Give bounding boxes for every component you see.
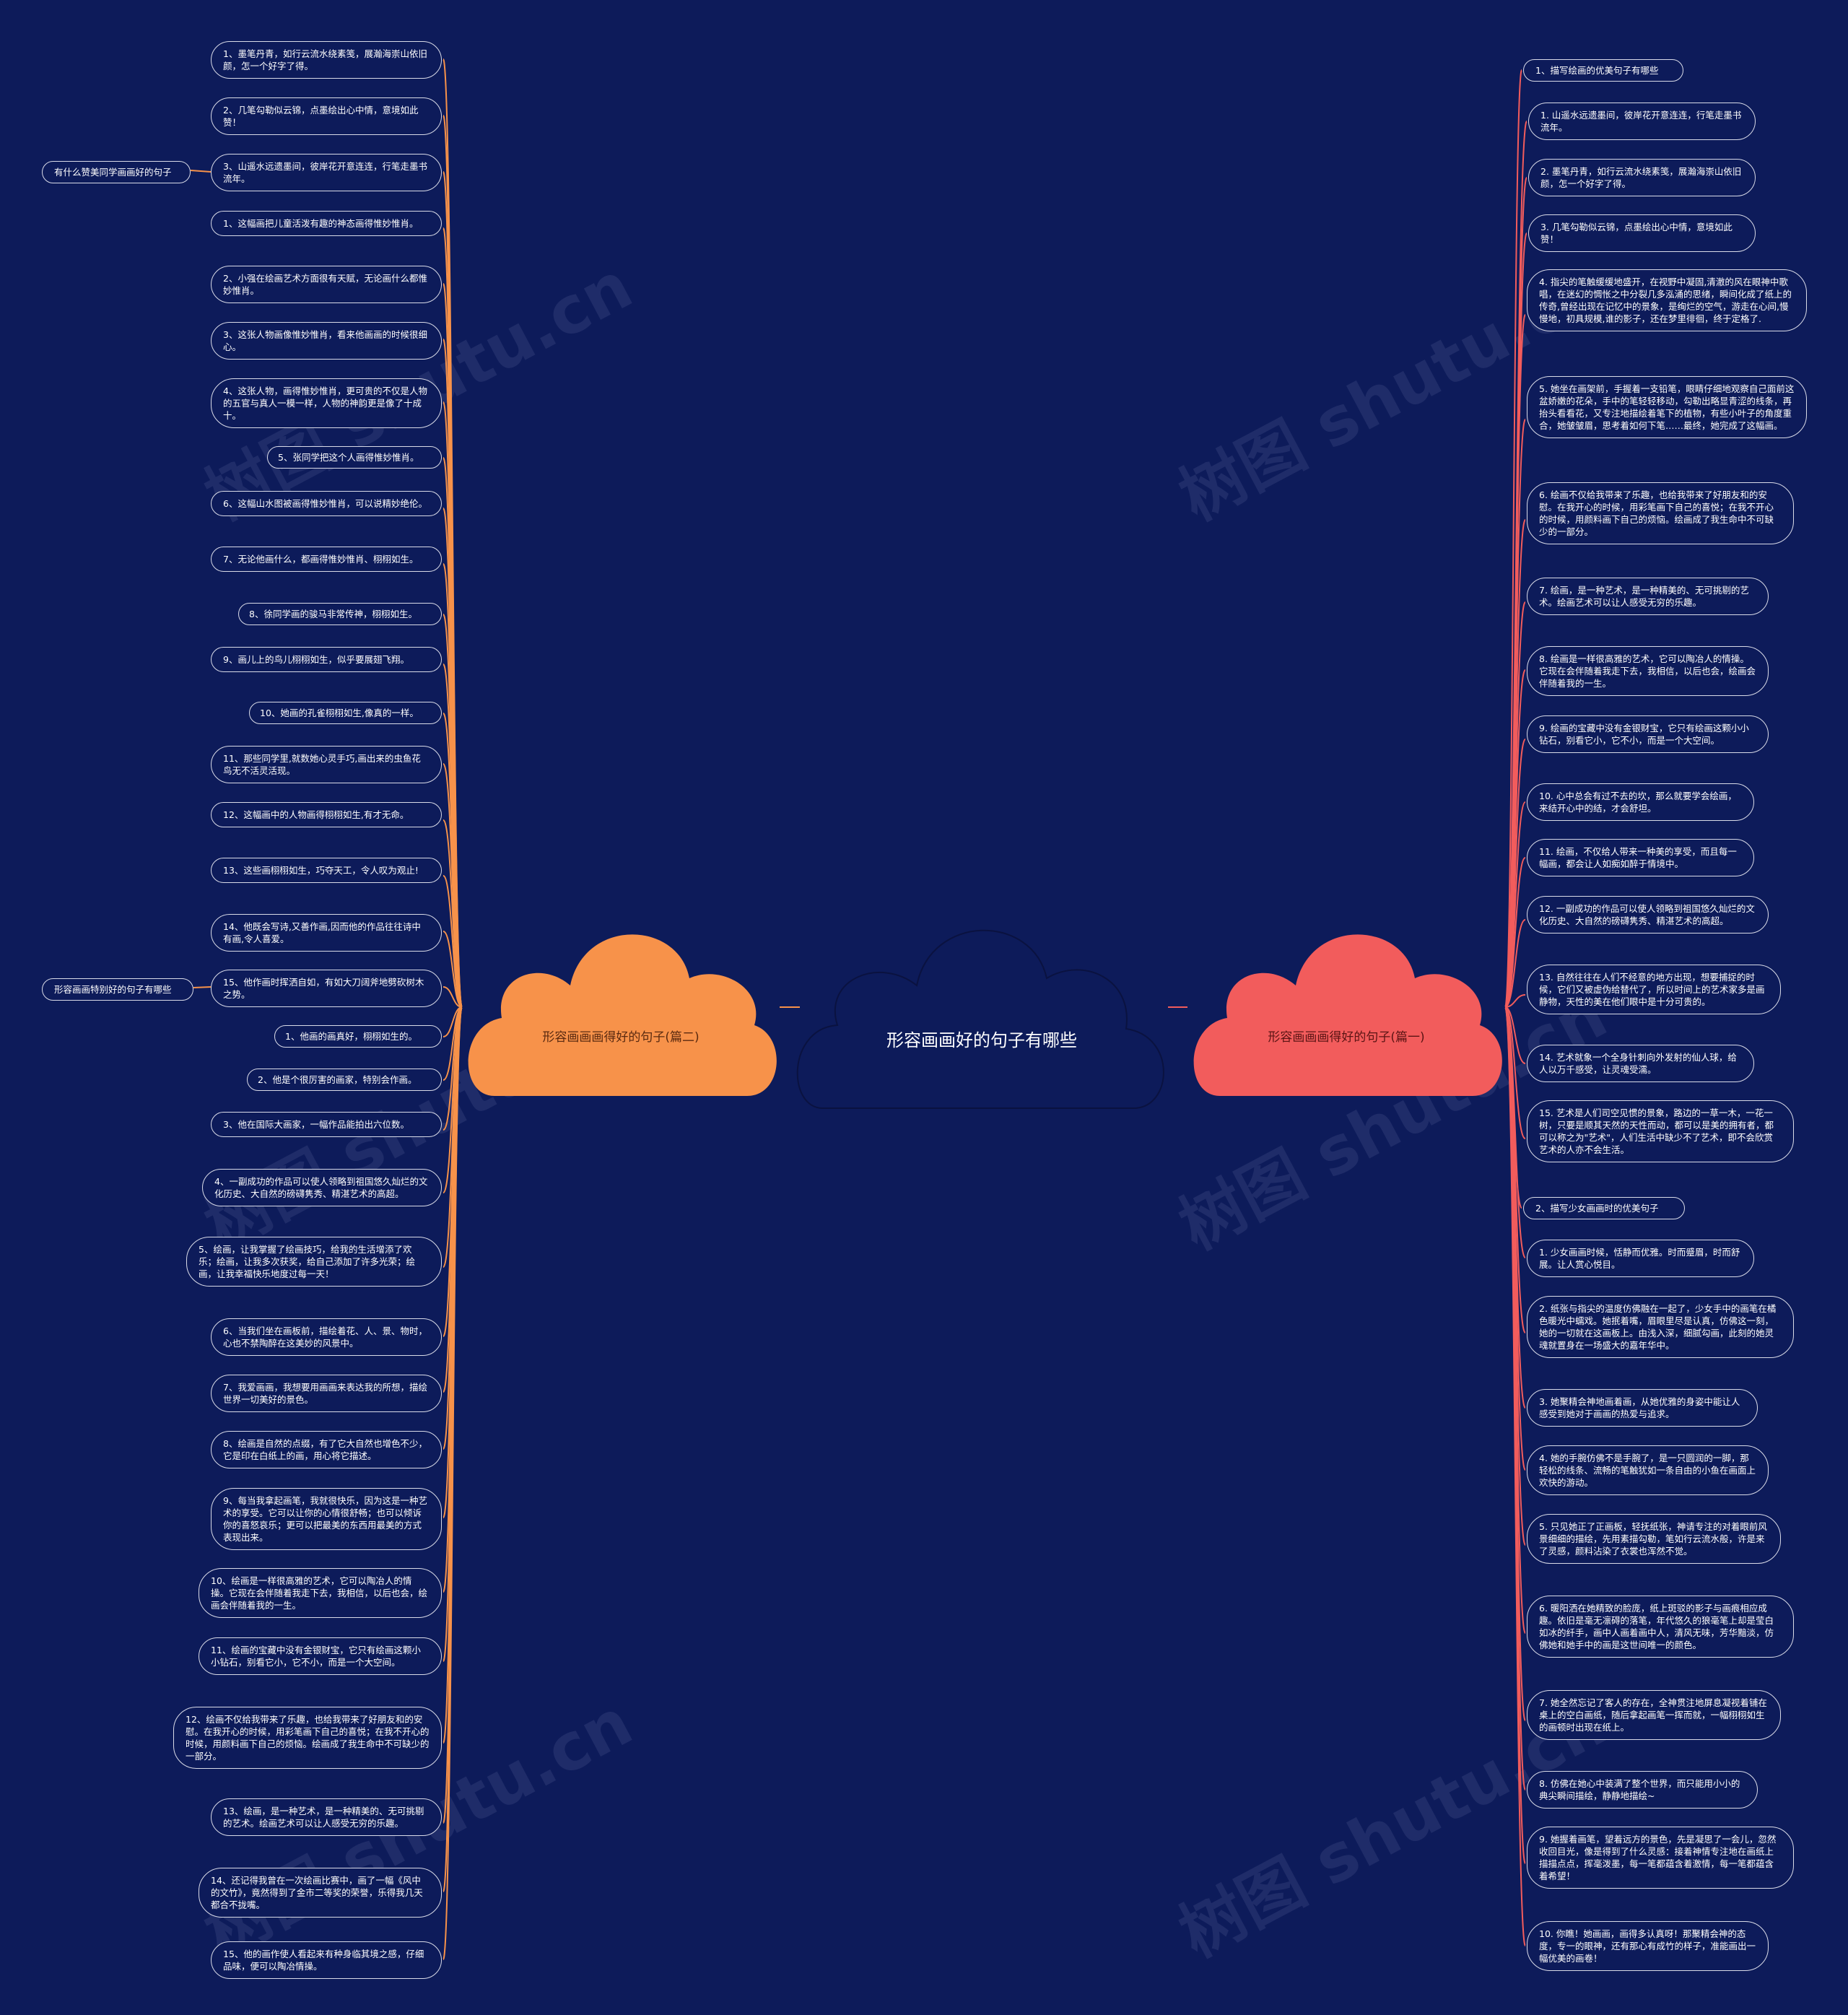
left-item[interactable]: 6、这幅山水图被画得惟妙惟肖，可以说精妙绝伦。 [211, 491, 442, 516]
left-item[interactable]: 3、这张人物画像惟妙惟肖，看来他画画的时候很细心。 [211, 322, 442, 360]
left-item[interactable]: 12、这幅画中的人物画得栩栩如生,有才无命。 [211, 802, 442, 827]
right-branch-title: 形容画画画得好的句子(篇一) [1268, 1030, 1425, 1045]
left-item[interactable]: 4、这张人物，画得惟妙惟肖，更可贵的不仅是人物的五官与真人一模一样，人物的神韵更… [211, 378, 442, 428]
right-item[interactable]: 6. 绘画不仅给我带来了乐趣，也给我带来了好朋友和的安慰。在我开心的时候，用彩笔… [1527, 482, 1794, 544]
left-item[interactable]: 5、张同学把这个人画得惟妙惟肖。 [267, 446, 442, 469]
right-item[interactable]: 12. 一副成功的作品可以使人领略到祖国悠久灿烂的文化历史、大自然的磅礴隽秀、精… [1527, 896, 1769, 933]
right-link [1504, 1006, 1526, 1064]
left-link [443, 875, 463, 1008]
left-item[interactable]: 3、他在国际大画家，一幅作品能拍出六位数。 [211, 1112, 442, 1137]
left-group-label[interactable]: 有什么赞美同学画画好的句子 [42, 161, 191, 183]
left-item[interactable]: 15、他作画时挥洒自如，有如大刀阔斧地劈砍树木之势。 [211, 970, 442, 1007]
right-link [1504, 994, 1526, 1008]
right-item[interactable]: 10. 心中总会有过不去的坎，那么就要学会绘画，来结开心中的结，才会舒坦。 [1527, 783, 1754, 821]
left-item[interactable]: 10、她画的孔雀栩栩如生,像真的一样。 [249, 702, 442, 724]
right-item[interactable]: 4. 她的手腕仿佛不是手腕了，是一只圆润的一脚，那轻松的线条、流畅的笔触犹如一条… [1527, 1445, 1769, 1495]
right-item[interactable]: 2. 纸张与指尖的温度仿佛融在一起了，少女手中的画笔在橘色暖光中蠕戏。她抿着嘴，… [1527, 1296, 1794, 1358]
left-group-link [190, 170, 212, 173]
left-item[interactable]: 1、他画的画真好，栩栩如生的。 [274, 1025, 442, 1048]
left-item[interactable]: 14、他既会写诗,又善作画,因而他的作品往往诗中有画,令人喜爱。 [211, 914, 442, 952]
left-item[interactable]: 14、还记得我曾在一次绘画比赛中，画了一幅《风中的文竹》，竟然得到了金市二等奖的… [199, 1868, 442, 1918]
left-group-link [193, 986, 212, 988]
center-title: 形容画画好的句子有哪些 [886, 1030, 1077, 1050]
right-item[interactable]: 8. 绘画是一样很高雅的艺术，它可以陶冶人的情操。它现在会伴随着我走下去，我相信… [1527, 646, 1769, 696]
right-item[interactable]: 13. 自然往往在人们不经意的地方出现，想要捕捉的时候，它们又被虚伪给替代了，所… [1527, 965, 1781, 1014]
right-link [1504, 919, 1526, 1008]
right-item[interactable]: 4. 指尖的笔触缓缓地盛开，在视野中凝固,清澈的风在眼神中歌唱，在迷幻的惆怅之中… [1527, 269, 1807, 331]
left-item[interactable]: 13、绘画，是一种艺术，是一种精美的、无可挑剔的艺术。绘画艺术可以让人感受无穷的… [211, 1798, 442, 1836]
right-item[interactable]: 1. 山遥水远遗墨间，彼岸花开意连连，行笔走墨书流年。 [1528, 103, 1756, 140]
left-item[interactable]: 3、山遥水远遗墨间，彼岸花开意连连，行笔走墨书流年。 [211, 154, 442, 191]
right-item[interactable]: 9. 她握着画笔，望着远方的景色，先是凝思了一会儿，忽然收回目光，像是得到了什么… [1527, 1827, 1794, 1889]
right-item[interactable]: 8. 仿佛在她心中装满了整个世界，而只能用小小的典尖瞬间描绘，静静地描绘~ [1527, 1771, 1758, 1809]
right-item[interactable]: 15. 艺术是人们司空见惯的景象，路边的一草一木，一花一树，只要是顺其天然的天性… [1527, 1100, 1794, 1162]
left-item[interactable]: 7、无论他画什么，都画得惟妙惟肖、栩栩如生。 [211, 547, 442, 572]
left-item[interactable]: 9、画儿上的鸟儿栩栩如生，似乎要展翅飞翔。 [211, 647, 442, 672]
left-item[interactable]: 12、绘画不仅给我带来了乐趣，也给我带来了好朋友和的安慰。在我开心的时候，用彩笔… [173, 1707, 442, 1769]
right-item[interactable]: 7. 她全然忘记了客人的存在，全神贯注地屏息凝视着铺在桌上的空白画纸，随后拿起画… [1527, 1690, 1781, 1740]
right-item[interactable]: 14. 艺术就象一个全身针刺向外发射的仙人球，给人以万千感受，让灵魂受濡。 [1527, 1045, 1754, 1082]
left-item[interactable]: 1、墨笔丹青，如行云流水绕素笺，展瀚海崇山依旧颜，怎一个好字了得。 [211, 41, 442, 79]
left-item[interactable]: 5、绘画，让我掌握了绘画技巧，给我的生活增添了欢乐；绘画，让我多次获奖，给自己添… [186, 1237, 442, 1287]
right-item[interactable]: 5. 只见她正了正画板，轻抚纸张，神请专注的对着眼前风景细细的描绘，先用素描勾勒… [1527, 1514, 1781, 1564]
left-branch-topic[interactable]: 形容画画画得好的句子(篇二) [462, 917, 780, 1097]
right-group-label[interactable]: 2、描写少女画画时的优美句子 [1523, 1197, 1685, 1219]
right-branch-topic[interactable]: 形容画画画得好的句子(篇一) [1187, 917, 1505, 1097]
right-item[interactable]: 5. 她坐在画架前，手握着一支铅笔，眼睛仔细地观察自己面前这盆娇嫩的花朵，手中的… [1527, 376, 1807, 438]
right-item[interactable]: 2. 墨笔丹青，如行云流水绕素笺，展瀚海崇山依旧颜，怎一个好字了得。 [1528, 159, 1756, 196]
left-item[interactable]: 13、这些画栩栩如生，巧夺天工，令人叹为观止! [211, 858, 442, 883]
right-item[interactable]: 7. 绘画，是一种艺术，是一种精美的、无可挑剔的艺术。绘画艺术可以让人感受无穷的… [1527, 578, 1769, 615]
left-item[interactable]: 8、徐同学画的骏马非常传神，栩栩如生。 [238, 603, 442, 625]
right-item[interactable]: 11. 绘画，不仅给人带来一种美的享受，而且每一幅画，都会让人如痴如醉于情境中。 [1527, 839, 1754, 876]
right-item[interactable]: 3. 几笔勾勒似云锦，点墨绘出心中情，意境如此赞！ [1528, 214, 1756, 252]
left-item[interactable]: 8、绘画是自然的点缀，有了它大自然也增色不少，它是印在白纸上的画，用心将它描述。 [211, 1431, 442, 1468]
right-item[interactable]: 1. 少女画画时候，恬静而优雅。时而蹙眉，时而舒展。让人赏心悦目。 [1527, 1240, 1754, 1277]
right-cloud-shape [1193, 934, 1502, 1096]
right-group-label[interactable]: 1、描写绘画的优美句子有哪些 [1523, 59, 1683, 82]
left-item[interactable]: 10、绘画是一样很高雅的艺术，它可以陶冶人的情操。它现在会伴随着我走下去，我相信… [199, 1568, 442, 1618]
right-link [1504, 857, 1526, 1008]
left-link [443, 986, 463, 1008]
left-item[interactable]: 11、那些同学里,就数她心灵手巧,画出来的虫鱼花鸟无不活灵活现。 [211, 746, 442, 783]
right-link [1504, 1006, 1526, 1139]
left-item[interactable]: 2、小强在绘画艺术方面很有天赋，无论画什么都惟妙惟肖。 [211, 266, 442, 303]
left-item[interactable]: 9、每当我拿起画笔，我就很快乐，因为这是一种艺术的享受。它可以让你的心情很舒畅；… [211, 1488, 442, 1550]
left-item[interactable]: 11、绘画的宝藏中没有金银财宝，它只有绘画这颗小小钻石，别看它小，它不小，而是一… [199, 1637, 442, 1675]
left-link [443, 931, 463, 1008]
right-item[interactable]: 10. 你瞧！她画画，画得多认真呀！那聚精会神的态度，专一的眼神，还有那心有成竹… [1527, 1921, 1769, 1971]
right-link [1504, 69, 1522, 1008]
center-cloud-shape [796, 929, 1164, 1109]
left-item[interactable]: 7、我爱画画，我想要用画画来表达我的所想，描绘世界一切美好的景色。 [211, 1375, 442, 1412]
left-link [443, 1006, 463, 1960]
right-link [1504, 1006, 1526, 1946]
right-item[interactable]: 9. 绘画的宝藏中没有金银财宝，它只有绘画这颗小小钻石，别看它小，它不小，而是一… [1527, 715, 1769, 753]
left-item[interactable]: 6、当我们坐在画板前，描绘着花、人、景、物时，心也不禁陶醉在这美妙的风景中。 [211, 1318, 442, 1356]
left-cloud-shape [468, 934, 777, 1096]
left-branch-title: 形容画画画得好的句子(篇二) [542, 1030, 699, 1045]
left-item[interactable]: 1、这幅画把儿童活泼有趣的神态画得惟妙惟肖。 [211, 211, 442, 236]
left-item[interactable]: 15、他的画作使人看起来有种身临其境之感，仔细品味，便可以陶冶情操。 [211, 1941, 442, 1979]
left-group-label[interactable]: 形容画画特别好的句子有哪些 [42, 978, 193, 1001]
left-item[interactable]: 2、他是个很厉害的画家，特别会作画。 [247, 1069, 442, 1091]
right-item[interactable]: 3. 她聚精会神地画着画，从她优雅的身姿中能让人感受到她对于画画的热爱与追求。 [1527, 1389, 1758, 1427]
left-item[interactable]: 2、几笔勾勒似云锦，点墨绘出心中情，意境如此赞！ [211, 97, 442, 135]
center-topic[interactable]: 形容画画好的句子有哪些 [794, 899, 1169, 1115]
left-item[interactable]: 4、一副成功的作品可以使人领略到祖国悠久灿烂的文化历史、大自然的磅礴隽秀、精湛艺… [202, 1169, 442, 1206]
right-item[interactable]: 6. 暖阳洒在她精致的脸庞，纸上斑驳的影子与画痕相应成趣。依旧是毫无凛碍的落笔，… [1527, 1596, 1794, 1658]
